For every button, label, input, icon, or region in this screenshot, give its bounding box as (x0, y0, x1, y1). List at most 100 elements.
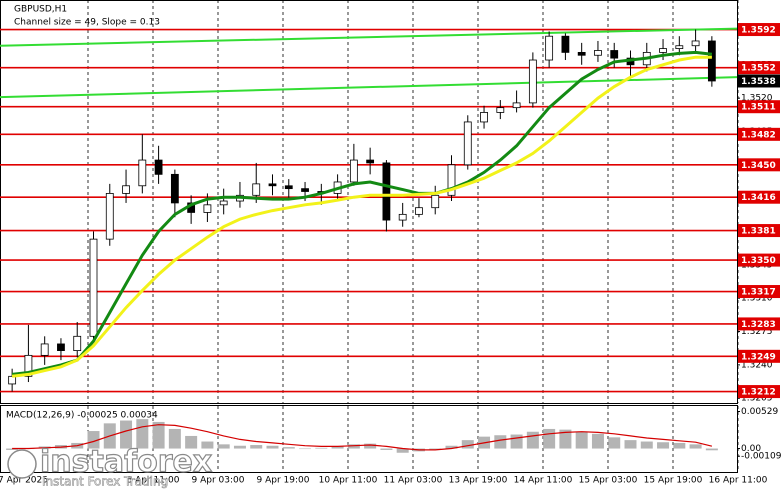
level-label: 1.3317 (741, 288, 776, 298)
level-label: 1.3552 (741, 64, 776, 74)
macd-bar (87, 431, 100, 449)
candle-body (431, 194, 440, 209)
logo-icon (7, 449, 37, 479)
level-tag (738, 23, 780, 37)
macd-bar (494, 435, 507, 449)
candle-body (561, 35, 570, 53)
candle-body (89, 238, 98, 337)
current-price-tag (738, 74, 780, 88)
candle-body (447, 164, 456, 196)
macd-bar (364, 443, 377, 449)
channel-line (0, 27, 738, 47)
x-tick-label: 11 Apr 03:00 (384, 476, 443, 486)
macd-title: MACD(12,26,9) -0.00025 0.00034 (6, 411, 158, 421)
macd-bar (526, 431, 539, 449)
candle-body (577, 51, 586, 56)
level-label: 1.3482 (741, 130, 776, 140)
chart-title: GBPUSD,H1 (14, 5, 67, 15)
level-label: 1.3381 (741, 227, 776, 237)
candle-body (496, 107, 505, 113)
candle-body (203, 204, 212, 213)
level-tag (738, 349, 780, 363)
level-tag (738, 317, 780, 331)
y-tick-label: -0.00109 (741, 452, 781, 462)
x-tick-label: 7 Apr 2025 (0, 476, 48, 486)
candle-body (301, 188, 309, 192)
watermark: instaforex Instant Forex Trading (7, 444, 213, 489)
macd-bar (396, 448, 409, 453)
macd-bar (201, 441, 214, 449)
macd-bar (266, 445, 279, 449)
x-tick-label: 8 Apr 11:00 (127, 476, 180, 486)
macd-bar (510, 434, 523, 449)
macd-bar (282, 447, 295, 449)
signal-line (12, 424, 713, 451)
candle-body (610, 50, 619, 59)
candle-body (268, 183, 277, 187)
x-tick-label: 15 Apr 03:00 (579, 476, 638, 486)
candle-body (528, 59, 537, 104)
candle-body (154, 159, 163, 175)
candle-body (512, 102, 521, 109)
candle-body (284, 185, 293, 190)
y-tick-label: 1.3205 (741, 394, 773, 404)
channel-line (0, 76, 738, 99)
candle-body (170, 173, 179, 204)
candle-body (691, 40, 700, 47)
watermark-tagline: Instant Forex Trading (42, 475, 168, 489)
macd-bar (624, 440, 637, 449)
level-tag (738, 253, 780, 267)
macd-bar (575, 431, 588, 449)
candle-body (415, 207, 423, 215)
candle-body (349, 159, 358, 183)
watermark-brand: instaforex (40, 445, 212, 480)
macd-bar (233, 445, 246, 449)
candle-body (219, 200, 228, 206)
chart-subtitle: Channel size = 49, Slope = 0.13 (14, 18, 160, 28)
level-tag (738, 61, 780, 75)
level-tag (738, 127, 780, 141)
y-tick-label: 1.3240 (741, 360, 773, 370)
level-tag (738, 100, 780, 114)
current-price-label: 1.3538 (741, 77, 776, 87)
level-tag (738, 385, 780, 399)
candle-body (122, 185, 130, 194)
candle-body (40, 343, 49, 356)
candle-body (252, 183, 261, 196)
candle-body (545, 35, 554, 61)
candle-body (138, 159, 147, 187)
y-tick-label: 1.3310 (741, 294, 773, 304)
x-tick-label: 14 Apr 11:00 (514, 476, 573, 486)
level-tag (738, 190, 780, 204)
macd-bar (705, 448, 718, 451)
macd-bar (559, 429, 572, 449)
candle-body (24, 354, 33, 377)
macd-bar (429, 448, 442, 450)
macd-bar (168, 428, 181, 449)
y-tick-label: 0.00529 (741, 407, 778, 417)
moving-average (11, 50, 713, 376)
macd-bar (250, 445, 263, 449)
macd-bar (608, 437, 621, 449)
moving-average (11, 55, 712, 378)
candle-body (480, 112, 488, 123)
macd-bar (689, 444, 702, 449)
candle-body (398, 213, 407, 221)
level-label: 1.3592 (741, 26, 776, 36)
macd-bar (152, 421, 165, 449)
candle-body (675, 45, 684, 49)
candle-body (463, 121, 472, 166)
level-tag (738, 285, 780, 299)
candle-body (73, 335, 82, 352)
macd-bar (657, 442, 670, 449)
macd-bar (315, 447, 328, 449)
candle-body (382, 162, 391, 221)
macd-bar (640, 441, 653, 449)
macd-bar (217, 444, 230, 449)
level-tag (738, 224, 780, 238)
macd-bar (673, 442, 686, 449)
macd-bar (331, 446, 344, 449)
macd-bar (461, 440, 474, 449)
level-label: 1.3450 (741, 161, 776, 171)
